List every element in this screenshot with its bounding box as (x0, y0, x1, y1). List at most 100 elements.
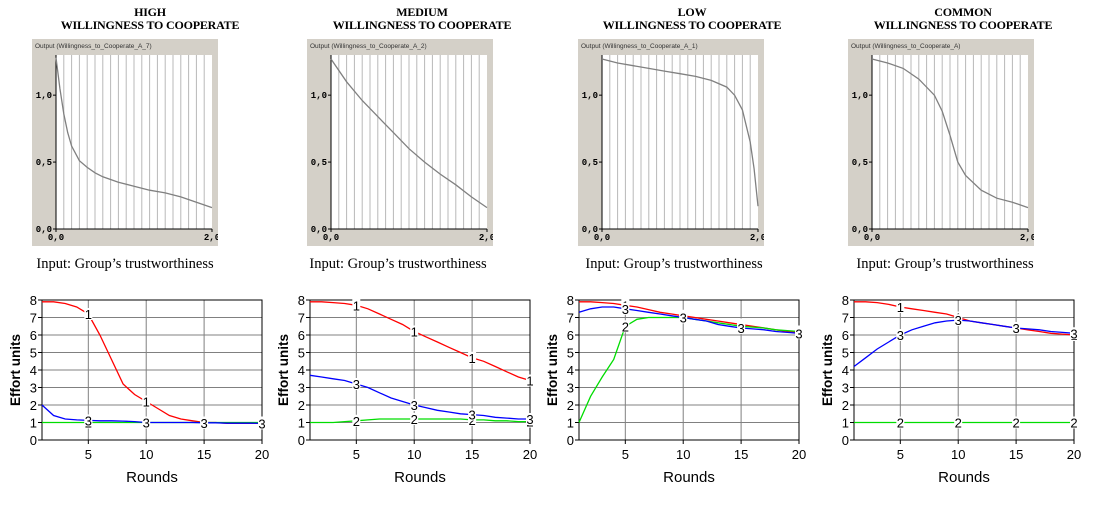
effort-chart-low: 0123456785101520111122223333RoundsEffort… (537, 290, 807, 502)
series-marker-bg (352, 414, 361, 427)
y-tick-label: 8 (567, 293, 574, 308)
series-marker-bg (621, 320, 630, 333)
title-line-1: HIGH (134, 5, 166, 19)
series-marker-bg (468, 351, 477, 364)
y-axis-label: Effort units (820, 334, 835, 406)
y-tick-label: 0,0 (36, 225, 52, 235)
x-axis-label: Rounds (394, 469, 446, 486)
series-marker: 3 (737, 321, 744, 336)
x-tick-label: 20 (1067, 447, 1081, 462)
x-tick-label: 20 (792, 447, 806, 462)
y-tick-label: 3 (30, 381, 37, 396)
panel-title: LOW WILLINGNESS TO COOPERATE (567, 6, 817, 32)
series-marker: 2 (411, 412, 418, 427)
x-tick-label: 2,0 (750, 233, 764, 243)
y-tick-label: 1 (298, 416, 305, 431)
series-line (578, 306, 800, 334)
series-marker: 3 (85, 413, 92, 428)
y-tick-label: 6 (298, 328, 305, 343)
y-tick-label: 8 (842, 293, 849, 308)
series-marker-bg (142, 416, 151, 429)
chart-header: Output (Willingness_to_Cooperate_A_1) (581, 43, 698, 50)
x-tick-label: 5 (353, 447, 360, 462)
x-tick-label: 5 (85, 447, 92, 462)
series-marker-bg (954, 314, 963, 327)
y-tick-label: 1 (842, 416, 849, 431)
series-marker: 1 (85, 307, 92, 322)
title-line-2: WILLINGNESS TO COOPERATE (873, 18, 1053, 32)
x-tick-label: 20 (255, 447, 269, 462)
x-axis-label: Rounds (938, 469, 990, 486)
series-marker-bg (526, 374, 534, 387)
input-caption: Input: Group’s trustworthiness (856, 256, 1034, 272)
series-marker-bg (896, 329, 905, 341)
effort-chart-medium: 0123456785101520111122223333RoundsEffort… (268, 290, 538, 502)
y-tick-label: 0,0 (311, 225, 327, 235)
y-tick-label: 0 (298, 433, 305, 448)
y-tick-label: 4 (298, 363, 305, 378)
x-tick-label: 0,0 (594, 233, 610, 243)
upper-chart-common: Output (Willingness_to_Cooperate_A) 0,0 0,… (848, 39, 1034, 246)
series-line (854, 301, 1075, 336)
x-tick-label: 2,0 (479, 233, 493, 243)
y-axis-label: Effort units (8, 334, 23, 406)
y-tick-label: 2 (842, 398, 849, 413)
upper-chart-high: Output (Willingness_to_Cooperate_A_7) 0,0… (32, 39, 218, 246)
series-marker: 3 (680, 311, 687, 326)
y-tick-label: 5 (842, 346, 849, 361)
x-tick-label: 15 (197, 447, 211, 462)
y-tick-label: 1 (567, 416, 574, 431)
series-marker: 3 (143, 416, 150, 431)
series-marker: 3 (526, 412, 533, 427)
series-marker-bg (1070, 327, 1078, 340)
y-tick-label: 4 (30, 363, 37, 378)
title-line-1: LOW (677, 5, 707, 19)
x-tick-label: 0,0 (48, 233, 64, 243)
y-tick-label: 7 (567, 311, 574, 326)
series-marker-bg (621, 302, 630, 315)
y-tick-label: 7 (842, 311, 849, 326)
x-tick-label: 10 (407, 447, 421, 462)
series-marker: 1 (897, 300, 904, 315)
x-tick-label: 0,0 (864, 233, 880, 243)
y-tick-label: 1,0 (36, 91, 52, 101)
series-marker-bg (679, 311, 688, 324)
series-marker: 3 (411, 398, 418, 413)
y-tick-label: 0,5 (582, 158, 598, 168)
y-tick-label: 0 (567, 433, 574, 448)
output-curve (871, 58, 1029, 209)
y-tick-label: 6 (30, 328, 37, 343)
y-tick-label: 4 (567, 363, 574, 378)
y-tick-label: 1 (30, 416, 37, 431)
series-marker-bg (200, 416, 209, 429)
y-tick-label: 0,0 (582, 225, 598, 235)
x-tick-label: 15 (1009, 447, 1023, 462)
x-tick-label: 20 (523, 447, 537, 462)
plot-border (309, 299, 531, 441)
x-tick-label: 10 (951, 447, 965, 462)
y-tick-label: 1,0 (311, 91, 327, 101)
series-marker-bg (1012, 416, 1021, 429)
y-tick-label: 3 (298, 381, 305, 396)
y-tick-label: 2 (567, 398, 574, 413)
series-marker: 2 (622, 319, 629, 334)
y-tick-label: 2 (30, 398, 37, 413)
series-marker-bg (410, 325, 419, 338)
y-tick-label: 0 (30, 433, 37, 448)
y-tick-label: 8 (30, 293, 37, 308)
series-marker: 2 (955, 416, 962, 431)
series-line (41, 404, 263, 425)
series-marker: 1 (143, 395, 150, 410)
series-marker: 1 (468, 351, 475, 366)
title-line-1: COMMON (934, 5, 992, 19)
series-marker: 3 (1012, 321, 1019, 336)
y-tick-label: 6 (567, 328, 574, 343)
x-axis-label: Rounds (126, 469, 178, 486)
y-tick-label: 5 (30, 346, 37, 361)
y-tick-label: 0,5 (852, 158, 868, 168)
series-marker-bg (84, 308, 93, 320)
effort-chart-common: 0123456785101520111122223333RoundsEffort… (812, 290, 1082, 502)
panel-title: MEDIUM WILLINGNESS TO COOPERATE (297, 6, 547, 32)
x-tick-label: 15 (734, 447, 748, 462)
x-tick-label: 0,0 (323, 233, 339, 243)
